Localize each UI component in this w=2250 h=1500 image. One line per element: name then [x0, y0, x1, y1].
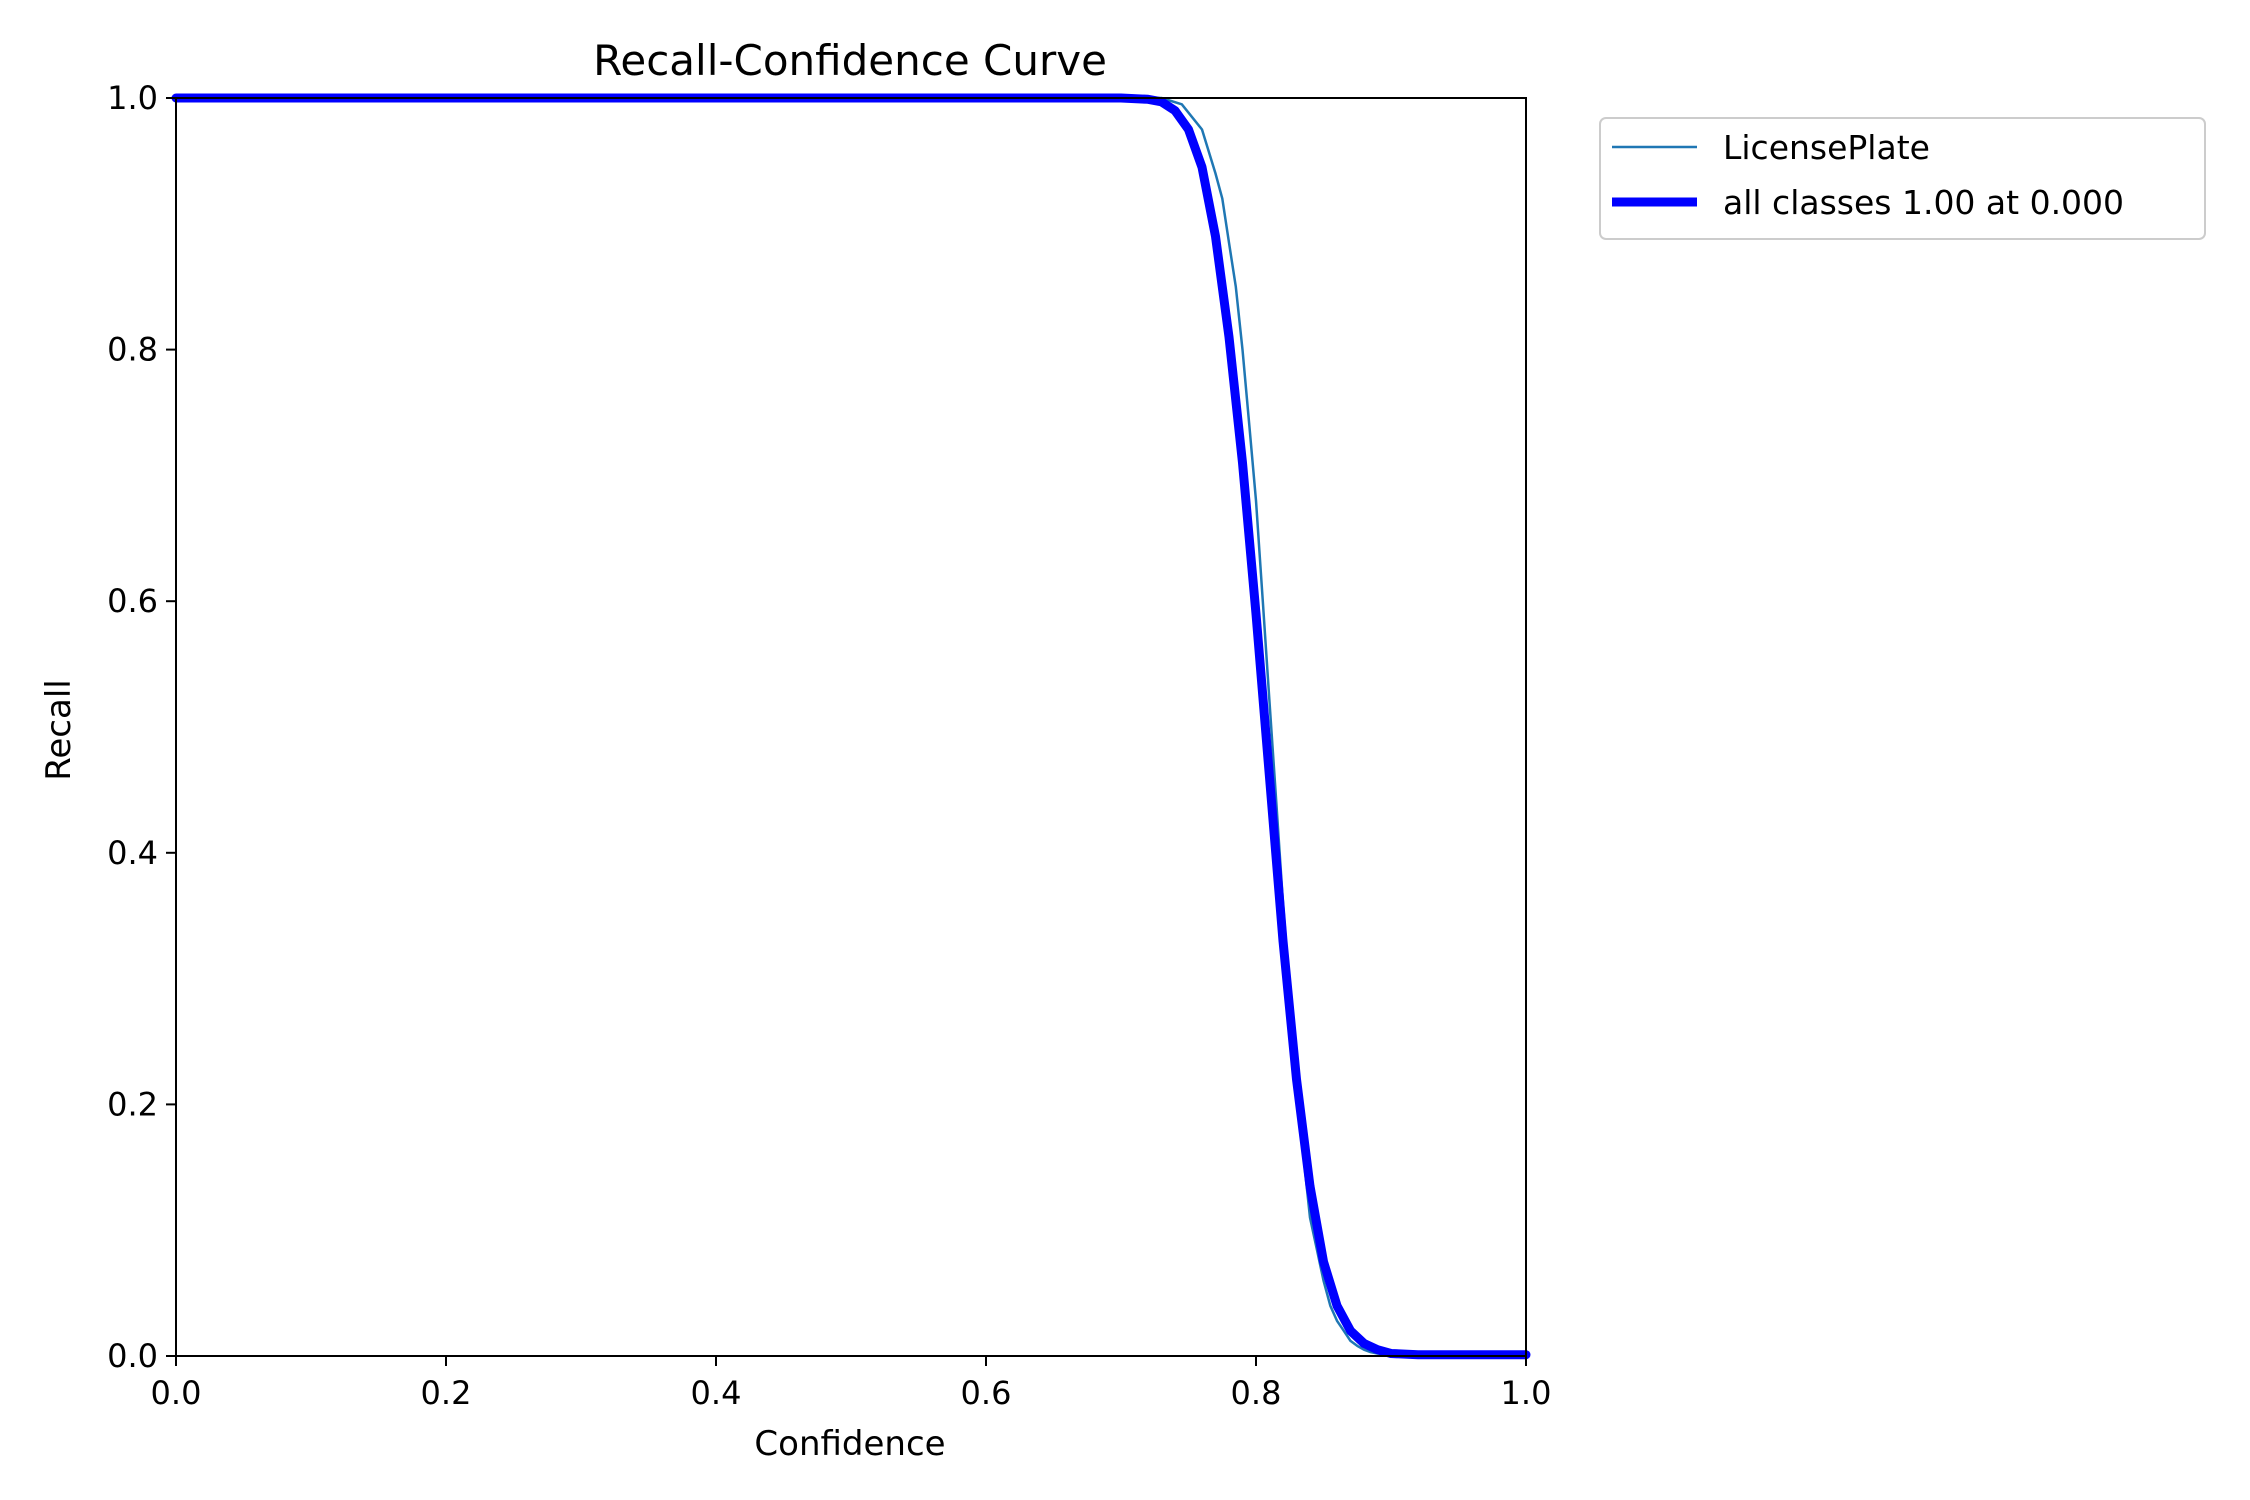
legend-label-all-classes: all classes 1.00 at 0.000: [1723, 183, 2124, 222]
y-tick-label: 0.6: [107, 582, 158, 620]
x-tick-label: 0.0: [151, 1374, 202, 1412]
plot-area: [171, 93, 1531, 1360]
legend-frame: [1599, 117, 2206, 240]
x-tick-label: 0.2: [421, 1374, 472, 1412]
y-tick-label: 0.8: [107, 331, 158, 369]
y-axis-title: Recall: [39, 679, 79, 780]
x-tick-label: 0.4: [691, 1374, 742, 1412]
x-axis-ticks: 0.0 0.2 0.4 0.6 0.8 1.0: [151, 1356, 1552, 1412]
chart-title: Recall-Confidence Curve: [593, 36, 1107, 85]
y-tick-label: 1.0: [107, 79, 158, 117]
y-tick-label: 0.0: [107, 1337, 158, 1375]
x-tick-label: 0.6: [961, 1374, 1012, 1412]
legend-label-licenseplate: LicensePlate: [1723, 128, 1930, 167]
x-axis-title: Confidence: [754, 1424, 945, 1464]
series-layer: [171, 93, 1531, 1360]
y-tick-label: 0.2: [107, 1085, 158, 1123]
y-axis-ticks: 0.0 0.2 0.4 0.6 0.8 1.0: [107, 79, 176, 1375]
x-tick-label: 1.0: [1501, 1374, 1552, 1412]
plot-frame: [175, 97, 1527, 1357]
series-line-all-classes: [171, 93, 1531, 1360]
y-tick-label: 0.4: [107, 834, 158, 872]
x-tick-label: 0.8: [1231, 1374, 1282, 1412]
legend: LicensePlate all classes 1.00 at 0.000: [1599, 117, 2206, 240]
